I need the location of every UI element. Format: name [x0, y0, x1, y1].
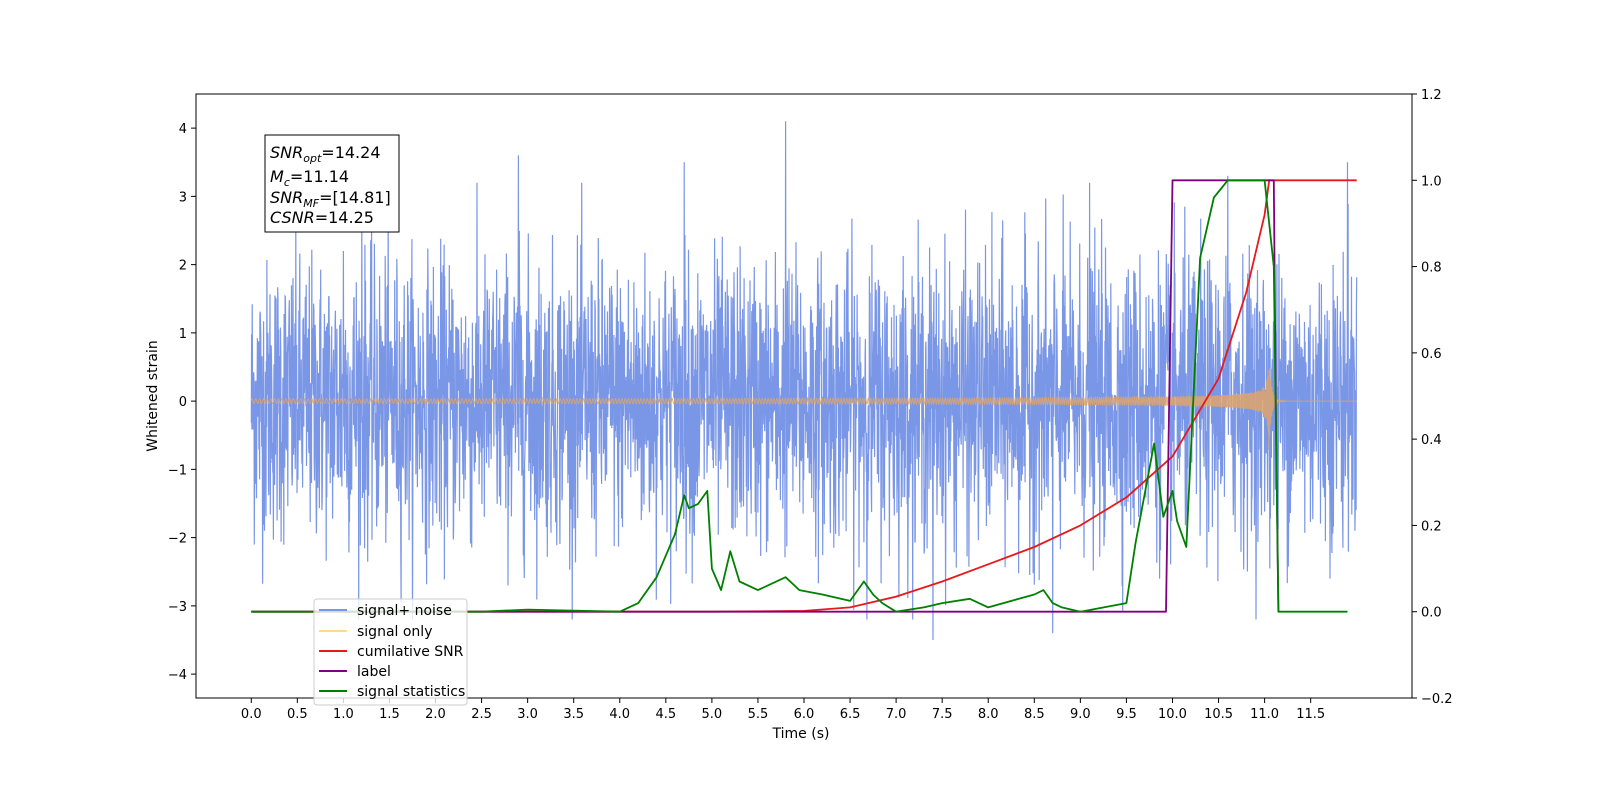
- x-tick-label: 3.5: [563, 707, 584, 722]
- x-tick-label: 1.0: [333, 707, 354, 722]
- legend-label-signal-noise: signal+ noise: [357, 603, 452, 619]
- legend-entry-signal-only: signal only: [319, 624, 432, 640]
- x-tick-label: 6.0: [794, 707, 815, 722]
- x-axis-ticks: 0.0 0.5 1.0 1.5 2.0 2.5 3.0 3.5 4.0 4.5 5.0 5.5 6.0 6…: [241, 698, 1325, 722]
- y-tick-label: 4: [179, 122, 187, 137]
- x-tick-label: 10.5: [1204, 707, 1233, 722]
- y-axis-label: Whitened strain: [145, 340, 161, 451]
- y-axis-ticks: 4 3 2 1 0 −1 −2 −3 −4: [168, 122, 196, 683]
- legend-entry-label: label: [319, 664, 391, 680]
- x-tick-label: 3.0: [517, 707, 538, 722]
- x-tick-label: 0.5: [287, 707, 308, 722]
- series-line-cumilative-snr: [251, 179, 1357, 613]
- annotation-box: [264, 134, 400, 233]
- x-tick-label: 7.5: [932, 707, 953, 722]
- annotation-line-snr-opt: SNRopt=14.24: [270, 143, 381, 165]
- x-axis-label: Time (s): [772, 726, 830, 742]
- signal-only-line: [250, 368, 1357, 450]
- legend-box: [313, 598, 468, 706]
- y-tick-label: −2: [168, 532, 187, 547]
- x-tick-label: 11.5: [1296, 707, 1325, 722]
- legend-label-label: label: [357, 664, 391, 680]
- y-tick-label: 1: [179, 327, 187, 342]
- x-tick-label: 6.5: [840, 707, 861, 722]
- x-tick-label: 0.0: [241, 707, 262, 722]
- legend-label-signal-only: signal only: [357, 624, 432, 640]
- y-tick-label: 0: [179, 395, 187, 410]
- y-tick-label: −3: [168, 600, 187, 615]
- x-tick-label: 2.0: [425, 707, 446, 722]
- legend-entry-signal-noise: signal+ noise: [319, 603, 452, 619]
- x-tick-label: 11.0: [1250, 707, 1279, 722]
- y2-tick-label: 0.4: [1421, 433, 1442, 448]
- x-tick-label: 4.0: [609, 707, 630, 722]
- y2-tick-label: 1.2: [1421, 88, 1442, 103]
- annotation-line-snr-mf: SNRMF=[14.81]: [270, 188, 391, 210]
- x-tick-label: 10.0: [1158, 707, 1187, 722]
- legend-label-signal-statistics: signal statistics: [357, 684, 465, 700]
- y-tick-label: 3: [179, 190, 187, 205]
- x-tick-label: 8.5: [1024, 707, 1045, 722]
- legend-entry-cumulative-snr: cumilative SNR: [319, 644, 464, 660]
- y-tick-label: −4: [168, 668, 187, 683]
- x-tick-label: 4.5: [655, 707, 676, 722]
- y2-tick-label: 0.6: [1421, 347, 1442, 362]
- signal-noise-series: [250, 121, 1358, 641]
- y2-tick-label: 1.0: [1421, 174, 1442, 189]
- y2-tick-label: 0.2: [1421, 519, 1442, 534]
- x-tick-label: 5.5: [748, 707, 769, 722]
- metrics-annotation: SNRopt=14.24 Mc=11.14 SNRMF=[14.81] CSNR…: [264, 134, 400, 233]
- annotation-line-csnr: CSNR=14.25: [270, 208, 374, 227]
- signal-noise-line: [250, 121, 1358, 641]
- y2-tick-label: 0.8: [1421, 261, 1442, 276]
- legend-entry-signal-statistics: signal statistics: [319, 684, 465, 700]
- x-tick-label: 2.5: [471, 707, 492, 722]
- x-tick-label: 9.0: [1070, 707, 1091, 722]
- x-tick-label: 1.5: [379, 707, 400, 722]
- annotation-line-chirp-mass: Mc=11.14: [270, 167, 349, 189]
- y-tick-label: 2: [179, 259, 187, 274]
- y-tick-label: −1: [168, 463, 187, 478]
- right-y-axis-ticks: 1.2 1.0 0.8 0.6 0.4 0.2 0.0 −0.2: [1412, 88, 1453, 707]
- x-tick-label: 9.5: [1116, 707, 1137, 722]
- x-tick-label: 5.0: [702, 707, 723, 722]
- x-tick-label: 7.0: [886, 707, 907, 722]
- legend: signal+ noise signal only cumilative SNR…: [313, 598, 468, 706]
- overlay-series-lines: [251, 179, 1357, 613]
- y2-tick-label: −0.2: [1421, 692, 1453, 707]
- series-line-signal-statistics: [251, 179, 1348, 613]
- x-tick-label: 8.0: [978, 707, 999, 722]
- legend-label-cumulative-snr: cumilative SNR: [357, 644, 464, 660]
- signal-only-series: [250, 368, 1357, 450]
- y2-tick-label: 0.0: [1421, 606, 1442, 621]
